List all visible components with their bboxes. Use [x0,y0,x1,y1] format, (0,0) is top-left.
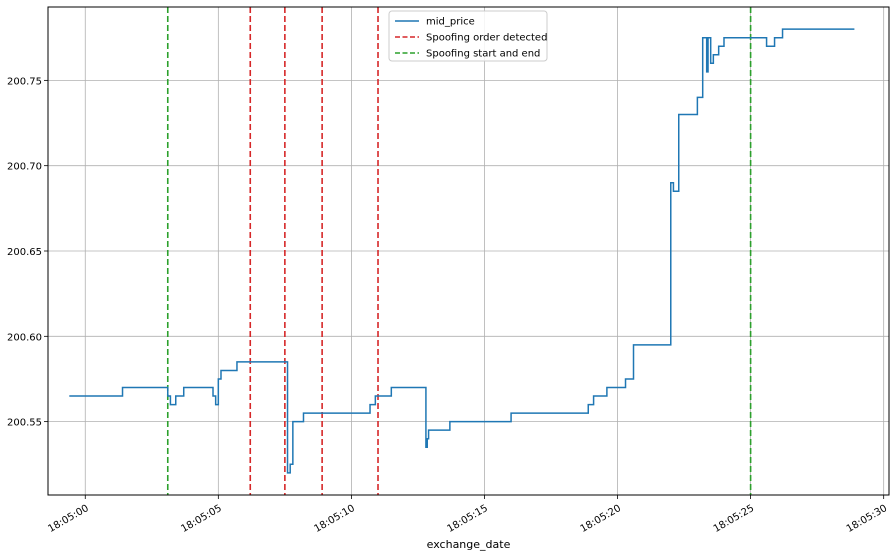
x-tick-label: 18:05:30 [845,503,889,535]
y-tick-label: 200.70 [7,162,42,173]
legend-box [388,10,548,62]
y-tick-label: 200.75 [7,76,42,87]
x-tick-label: 18:05:25 [712,503,756,535]
y-tick-label: 200.55 [7,418,42,429]
legend: mid_price Spoofing order detected Spoofing… [388,10,548,62]
x-tick-label: 18:05:15 [446,503,490,535]
legend-label: mid_price [426,17,475,28]
x-tick-label: 18:05:20 [579,503,623,535]
x-tick-label: 18:05:10 [312,503,356,535]
x-tick-label: 18:05:00 [46,503,90,535]
vertical-markers [166,7,752,495]
series-line-mid_price [69,28,855,474]
x-axis-label: exchange_date [427,538,511,551]
x-tick-label: 18:05:05 [179,503,223,535]
y-ticks: 200.55 200.60 200.65 200.70 200.75 [7,76,48,429]
y-tick-label: 200.60 [7,332,42,343]
legend-label: Spoofing start and end [426,49,540,60]
x-ticks: 18:05:00 18:05:05 18:05:10 18:05:15 18:05:20… [46,495,889,535]
legend-label: Spoofing order detected [426,33,547,44]
series-layer [69,28,855,474]
y-tick-label: 200.65 [7,247,42,258]
